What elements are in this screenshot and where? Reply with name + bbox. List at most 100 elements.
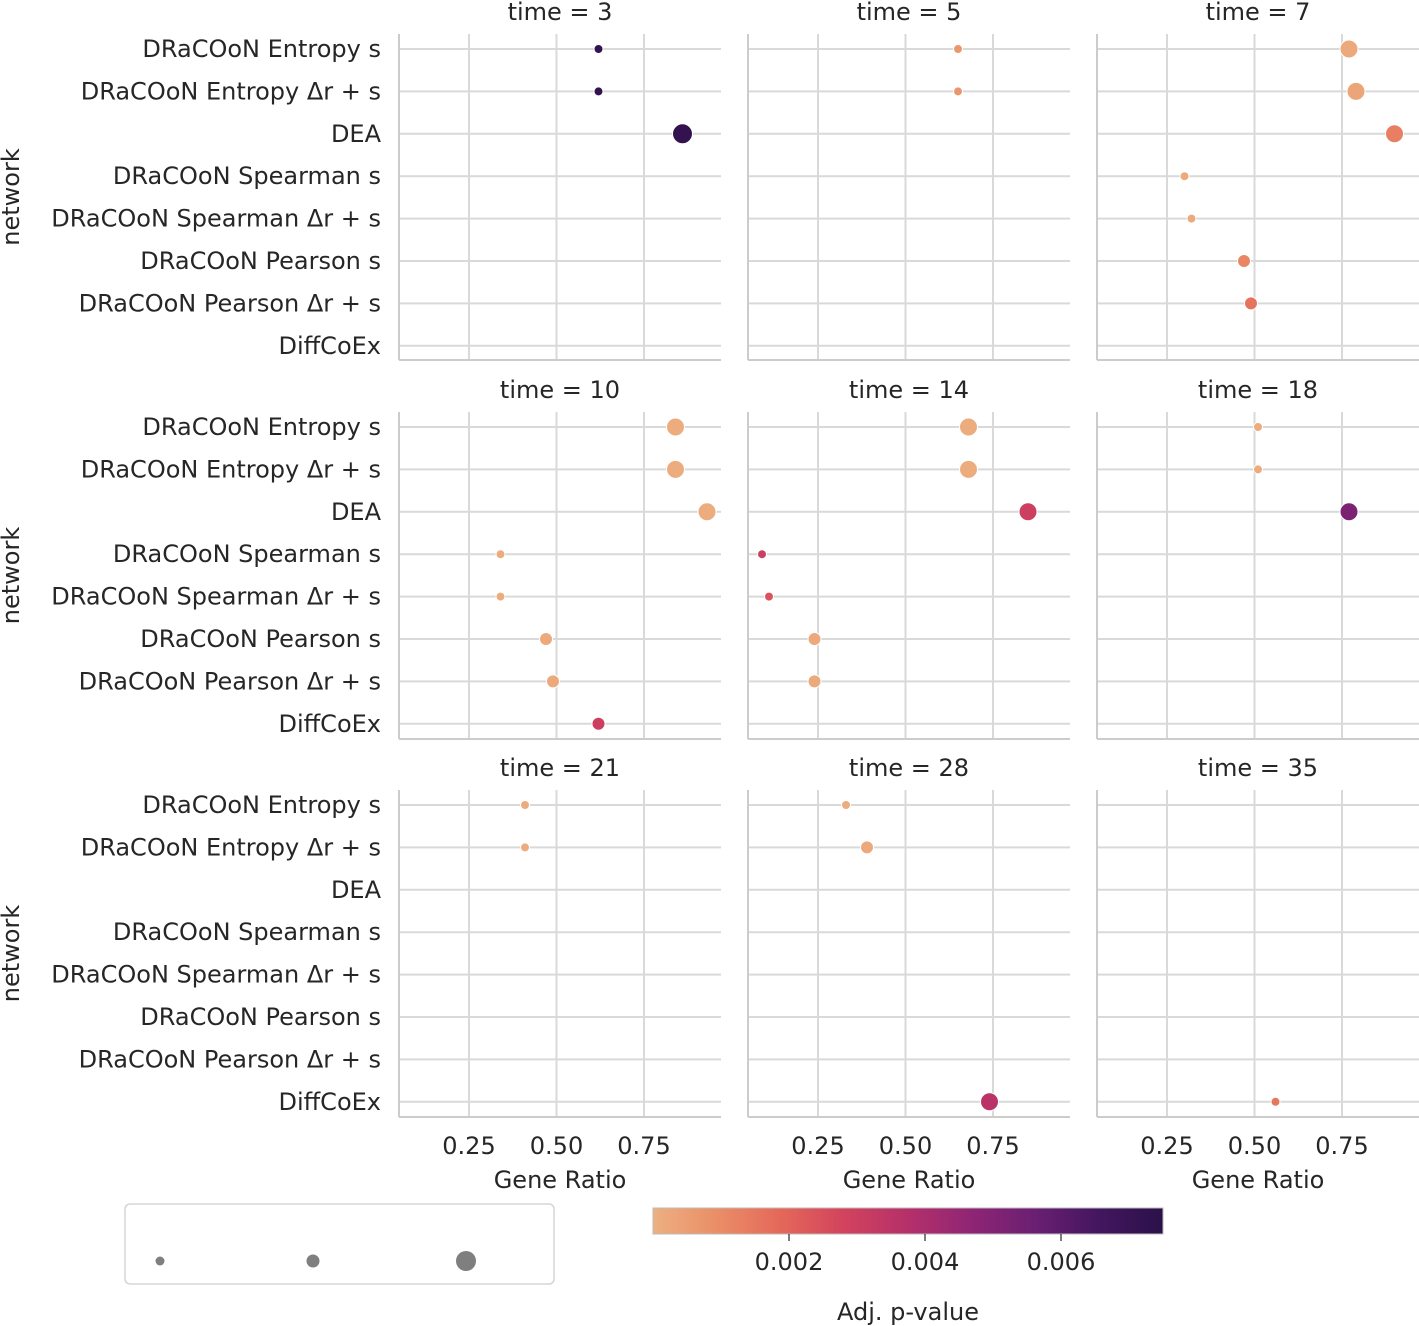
data-point <box>666 459 685 479</box>
y-tick-label: DRaCOoN Entropy s <box>142 791 381 819</box>
data-point <box>953 86 963 97</box>
y-axis-label: network <box>0 905 25 1003</box>
data-point <box>860 840 874 855</box>
x-axis-label: Gene Ratio <box>843 1166 976 1194</box>
data-point <box>1339 39 1359 59</box>
colorbar-gradient <box>652 1207 1164 1235</box>
data-point <box>1186 213 1197 224</box>
data-point <box>495 549 506 560</box>
panel-title: time = 3 <box>508 0 613 26</box>
data-point <box>697 502 717 522</box>
facet-panel: time = 3 DRaCOoN Entropy s DRaCOoN Entropy… <box>0 0 721 361</box>
y-tick-label: DiffCoEx <box>279 710 382 738</box>
data-point <box>539 632 553 646</box>
colorbar: Adj. p-value 0.002 0.004 0.006 <box>652 1207 1164 1326</box>
y-axis-label: network <box>0 527 25 625</box>
data-point <box>1018 502 1038 522</box>
y-tick-label: DEA <box>331 120 382 148</box>
data-point <box>1346 81 1366 101</box>
panel-title: time = 14 <box>849 376 969 404</box>
data-point <box>520 800 530 810</box>
x-tick-label: 0.25 <box>1140 1132 1193 1160</box>
y-tick-label: DRaCOoN Spearman Δr + s <box>51 205 381 233</box>
y-tick-label: DRaCOoN Entropy s <box>142 413 381 441</box>
y-tick-label: DRaCOoN Spearman Δr + s <box>51 961 381 989</box>
data-point <box>841 800 851 810</box>
y-tick-label: DRaCOoN Spearman Δr + s <box>51 583 381 611</box>
data-point <box>666 417 685 437</box>
data-point <box>495 591 506 602</box>
data-point <box>959 459 978 479</box>
x-tick-label: 0.25 <box>442 1132 495 1160</box>
y-tick-label: DRaCOoN Pearson Δr + s <box>79 1045 381 1073</box>
facet-panel: time = 10 DRaCOoN Entropy s DRaCOoN Entrop… <box>0 376 721 740</box>
y-tick-label: DRaCOoN Pearson s <box>140 1003 381 1031</box>
x-tick-label: 0.75 <box>1315 1132 1368 1160</box>
y-tick-label: DRaCOoN Pearson s <box>140 625 381 653</box>
panel-title: time = 10 <box>500 376 620 404</box>
x-tick-label: 0.75 <box>966 1132 1019 1160</box>
panel-title: time = 5 <box>857 0 962 26</box>
panel-title: time = 21 <box>500 754 620 782</box>
data-point <box>1253 422 1263 432</box>
x-tick-label: 0.50 <box>530 1132 583 1160</box>
y-tick-label: DEA <box>331 876 382 904</box>
x-tick-label: 0.75 <box>617 1132 670 1160</box>
colorbar-tick-label: 0.002 <box>755 1248 824 1276</box>
y-tick-label: DRaCOoN Spearman s <box>113 540 381 568</box>
x-axis-label: Gene Ratio <box>1192 1166 1325 1194</box>
x-tick-label: 0.25 <box>791 1132 844 1160</box>
colorbar-label: Adj. p-value <box>837 1298 979 1326</box>
size-legend <box>124 1203 555 1285</box>
data-point <box>1339 502 1359 522</box>
size-legend-frame <box>124 1203 555 1285</box>
x-tick-label: 0.50 <box>879 1132 932 1160</box>
size-legend-marker <box>456 1251 476 1271</box>
y-tick-label: DRaCOoN Spearman s <box>113 918 381 946</box>
data-point <box>1253 464 1263 475</box>
facet-panel: time = 35 0.25 0.50 0.75 Gene Ratio <box>1096 754 1419 1194</box>
y-tick-label: DRaCOoN Pearson Δr + s <box>79 289 381 317</box>
y-axis-label: network <box>0 148 25 246</box>
data-point <box>953 44 963 54</box>
facet-panel: time = 7 <box>1096 0 1419 361</box>
data-point <box>757 549 767 560</box>
y-tick-label: DiffCoEx <box>279 1088 382 1116</box>
data-point <box>764 591 774 602</box>
data-point <box>807 632 822 646</box>
size-legend-marker <box>155 1256 165 1266</box>
y-tick-label: DRaCOoN Spearman s <box>113 162 381 190</box>
data-point <box>959 417 978 437</box>
data-point <box>546 674 560 689</box>
panel-title: time = 7 <box>1206 0 1311 26</box>
data-point <box>593 86 604 97</box>
data-point <box>1237 254 1251 268</box>
facet-panel: time = 18 <box>1096 376 1419 740</box>
colorbar-tick-label: 0.006 <box>1027 1248 1096 1276</box>
facet-panels: time = 3 DRaCOoN Entropy s DRaCOoN Entropy… <box>0 0 1419 1194</box>
y-tick-label: DRaCOoN Entropy s <box>142 35 381 63</box>
y-tick-label: DRaCOoN Pearson s <box>140 247 381 275</box>
panel-title: time = 18 <box>1198 376 1318 404</box>
y-tick-label: DiffCoEx <box>279 332 382 360</box>
y-tick-label: DRaCOoN Entropy Δr + s <box>81 77 381 105</box>
data-point <box>593 44 604 54</box>
facet-panel: time = 14 <box>747 376 1070 740</box>
facet-panel: time = 21 DRaCOoN Entropy s DRaCOoN Entrop… <box>0 754 721 1194</box>
data-point <box>672 123 693 145</box>
x-axis-label: Gene Ratio <box>494 1166 627 1194</box>
y-tick-label: DRaCOoN Entropy Δr + s <box>81 833 381 861</box>
facet-panel: time = 28 0.25 0.50 0.75 Gene Ratio <box>747 754 1070 1194</box>
data-point <box>980 1092 999 1112</box>
data-point <box>591 716 606 731</box>
y-tick-label: DEA <box>331 498 382 526</box>
panel-title: time = 35 <box>1198 754 1318 782</box>
data-point <box>1270 1096 1281 1107</box>
y-tick-label: DRaCOoN Pearson Δr + s <box>79 667 381 695</box>
panel-title: time = 28 <box>849 754 969 782</box>
colorbar-tick-label: 0.004 <box>891 1248 960 1276</box>
facet-panel: time = 5 <box>747 0 1070 361</box>
data-point <box>1244 296 1258 311</box>
data-point <box>1385 124 1404 144</box>
